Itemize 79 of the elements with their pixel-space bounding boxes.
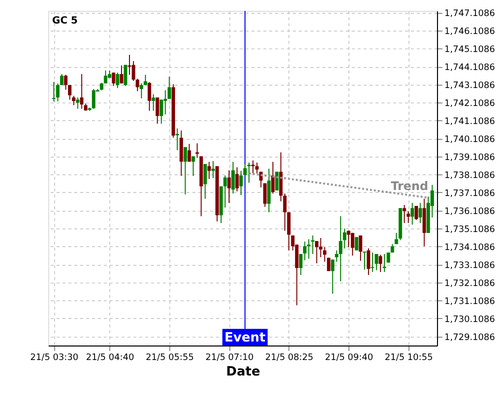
x-axis-title: Date bbox=[226, 364, 260, 380]
y-tick-label: 1,742.1086 bbox=[444, 98, 496, 109]
candlestick bbox=[164, 90, 168, 115]
candlestick bbox=[76, 96, 80, 110]
y-tick-label: 1,746.1086 bbox=[444, 26, 496, 37]
candlestick bbox=[378, 254, 382, 272]
x-tick-label: 21/5 07:10 bbox=[205, 352, 254, 363]
y-tick-label: 1,745.1086 bbox=[444, 44, 496, 55]
candlestick bbox=[156, 96, 160, 124]
candlestick bbox=[314, 240, 318, 264]
x-tick-label: 21/5 05:55 bbox=[146, 352, 194, 363]
x-tick-label: 21/5 10:55 bbox=[384, 352, 433, 363]
candlestick bbox=[338, 216, 342, 282]
candlestick bbox=[152, 94, 156, 112]
candlestick bbox=[322, 246, 326, 262]
candlestick bbox=[370, 252, 374, 272]
candlestick bbox=[148, 82, 152, 112]
x-tick-label: 21/5 04:40 bbox=[86, 352, 135, 363]
y-tick-label: 1,739.1086 bbox=[444, 152, 496, 163]
candlestick bbox=[227, 170, 231, 204]
candlestick bbox=[211, 160, 215, 179]
candlestick bbox=[318, 237, 322, 258]
y-tick-label: 1,736.1086 bbox=[444, 206, 496, 217]
candlestick bbox=[188, 143, 191, 162]
x-tick-label: 21/5 03:30 bbox=[30, 352, 79, 363]
candlestick bbox=[64, 74, 68, 90]
candlestick bbox=[192, 156, 195, 176]
y-tick-label: 1,740.1086 bbox=[444, 134, 496, 145]
candlestick bbox=[362, 251, 366, 270]
y-tick-label: 1,738.1086 bbox=[444, 170, 496, 181]
candlestick bbox=[116, 72, 120, 89]
candlestick bbox=[350, 232, 354, 256]
candlestick bbox=[104, 70, 108, 84]
candlestick bbox=[80, 74, 84, 110]
y-tick-label: 1,747.1086 bbox=[444, 9, 496, 20]
candlestick bbox=[354, 236, 358, 251]
candlestick bbox=[52, 81, 56, 102]
x-tick-label: 21/5 08:25 bbox=[265, 352, 314, 363]
candlestick bbox=[92, 88, 96, 110]
y-tick-label: 1,732.1086 bbox=[444, 278, 496, 289]
candlestick bbox=[267, 168, 271, 213]
candlestick bbox=[231, 161, 235, 194]
candlestick bbox=[160, 99, 164, 124]
candlestick bbox=[251, 160, 255, 174]
candlestick bbox=[247, 162, 251, 184]
candlestick bbox=[235, 166, 239, 192]
y-tick-label: 1,744.1086 bbox=[444, 62, 496, 73]
candlestick bbox=[195, 142, 199, 158]
candlestick bbox=[374, 253, 378, 271]
x-tick-label: 21/5 09:40 bbox=[324, 352, 374, 363]
y-tick-label: 1,734.1086 bbox=[444, 242, 496, 253]
candlestick bbox=[402, 204, 406, 224]
y-tick-label: 1,731.1086 bbox=[444, 296, 496, 307]
y-tick-label: 1,743.1086 bbox=[444, 80, 496, 91]
candlestick bbox=[140, 82, 144, 99]
candlestick bbox=[414, 205, 418, 220]
y-tick-label: 1,733.1086 bbox=[444, 260, 496, 271]
y-tick-label: 1,729.1086 bbox=[444, 332, 496, 343]
candlestick bbox=[299, 253, 302, 276]
candlestick bbox=[303, 241, 306, 261]
candlestick bbox=[271, 161, 275, 194]
candlestick bbox=[307, 238, 310, 260]
candlestick bbox=[418, 202, 422, 224]
candlestick bbox=[410, 202, 414, 226]
candlestick bbox=[263, 182, 267, 208]
candlestick bbox=[68, 84, 72, 100]
candlestick bbox=[112, 72, 116, 86]
candlestick bbox=[207, 161, 211, 180]
y-tick-label: 1,735.1086 bbox=[444, 224, 496, 235]
chart-title: GC 5 bbox=[52, 16, 78, 27]
annotation: Trend bbox=[390, 178, 428, 193]
candlestick bbox=[180, 130, 183, 176]
y-tick-label: 1,741.1086 bbox=[444, 116, 496, 127]
candlestick bbox=[203, 164, 207, 200]
candlestick bbox=[72, 95, 76, 106]
candlestick bbox=[184, 146, 187, 195]
y-tick-label: 1,730.1086 bbox=[444, 314, 496, 325]
y-tick-label: 1,737.1086 bbox=[444, 188, 496, 199]
ref-line-label: Event bbox=[224, 330, 266, 346]
